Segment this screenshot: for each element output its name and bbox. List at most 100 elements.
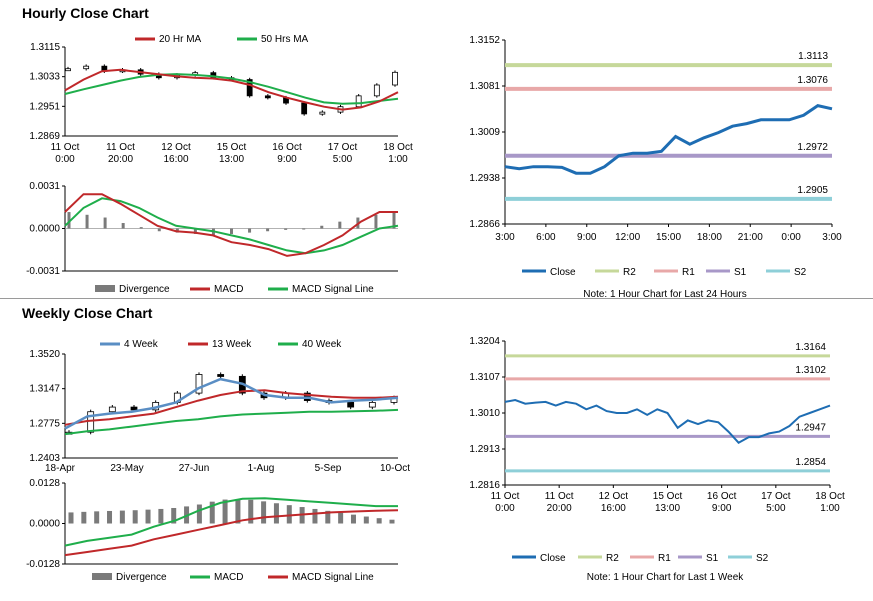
hourly-levels-x-tick-label: 0:00	[781, 232, 801, 243]
hourly-macd-divergence-bar	[85, 214, 89, 229]
hourly-price-x-tick-label: 0:00	[55, 154, 75, 165]
hourly-50hr-ma-line	[64, 73, 399, 105]
hourly-macd-divergence-bar	[338, 221, 342, 229]
weekly-macd-divergence-bar	[312, 508, 318, 524]
hourly-levels-y-tick-label: 1.3009	[469, 127, 500, 138]
hourly-price-x-tick-label: 11 Oct	[106, 142, 135, 153]
hourly-20hr-ma-line	[64, 68, 399, 111]
weekly-levels-level-r2-label: 1.3164	[795, 342, 826, 353]
section-divider	[0, 298, 873, 299]
legend-label: MACD Signal Line	[292, 572, 374, 583]
weekly-macd-divergence-bar	[325, 510, 331, 524]
weekly-macd-divergence-bar	[350, 514, 356, 524]
hourly-macd-divergence-bar	[193, 228, 197, 234]
weekly-levels-x-tick-label: 20:00	[547, 503, 572, 514]
weekly-macd-divergence-bar	[132, 510, 138, 524]
weekly-price-x-tick-label: 5-Sep	[315, 463, 342, 474]
legend-label: Divergence	[116, 572, 167, 583]
weekly-note: Note: 1 Hour Chart for Last 1 Week	[586, 572, 744, 583]
hourly-macd-divergence-bar	[121, 223, 125, 229]
hourly-levels-level-r1-label: 1.3076	[797, 75, 828, 86]
hourly-note: Note: 1 Hour Chart for Last 24 Hours	[583, 289, 747, 300]
legend-label: MACD	[214, 284, 243, 295]
hourly-levels-x-tick-label: 15:00	[656, 232, 681, 243]
hourly-levels-level-r2-label: 1.3113	[798, 51, 828, 62]
weekly-macd-divergence-bar	[158, 508, 164, 524]
weekly-levels-y-tick-label: 1.3107	[469, 372, 500, 383]
weekly-section-title: Weekly Close Chart	[22, 305, 153, 321]
hourly-price-x-tick-label: 13:00	[219, 154, 244, 165]
weekly-price-x-tick-label: 1-Aug	[248, 463, 275, 474]
weekly-macd-divergence-bar	[94, 511, 100, 524]
hourly-price-y-tick-label: 1.3033	[29, 72, 60, 83]
weekly-levels-x-tick-label: 12 Oct	[599, 491, 629, 502]
weekly-macd-divergence-bar	[68, 512, 74, 524]
legend-label: 13 Week	[212, 339, 252, 350]
hourly-macd-divergence-bar	[157, 228, 161, 232]
weekly-levels-level-r1-label: 1.3102	[795, 365, 826, 376]
hourly-price-x-tick-label: 16 Oct	[272, 142, 302, 153]
weekly-levels-x-tick-label: 0:00	[495, 503, 515, 514]
weekly-macd-line	[64, 497, 398, 547]
legend-label: Divergence	[119, 284, 170, 295]
weekly-levels-legend-label: R2	[606, 553, 619, 564]
weekly-macd-divergence-bar	[145, 509, 151, 524]
weekly-macd-divergence-bar	[338, 512, 344, 524]
weekly-levels-x-tick-label: 11 Oct	[545, 491, 574, 502]
weekly-levels-y-tick-label: 1.3010	[469, 408, 500, 419]
weekly-levels-x-tick-label: 13:00	[655, 503, 680, 514]
hourly-levels-x-tick-label: 3:00	[822, 232, 842, 243]
hourly-price-candle-body	[301, 102, 308, 115]
hourly-macd-y-tick-label: 0.0031	[29, 181, 60, 192]
hourly-price-candle-body	[246, 79, 253, 97]
hourly-macd-y-tick-label: 0.0000	[29, 224, 60, 235]
weekly-levels-x-tick-label: 18 Oct	[815, 491, 845, 502]
weekly-macd-signal-line	[64, 509, 399, 557]
weekly-levels-x-tick-label: 16:00	[601, 503, 626, 514]
weekly-macd-divergence-bar	[248, 499, 254, 524]
weekly-levels-x-tick-label: 16 Oct	[707, 491, 737, 502]
weekly-macd-divergence-bar	[119, 510, 125, 524]
weekly-macd-divergence-bar	[389, 519, 395, 524]
hourly-macd-divergence-bar	[284, 228, 288, 230]
weekly-levels-y-tick-label: 1.3204	[469, 336, 500, 347]
hourly-macd-signal-line	[64, 197, 399, 255]
weekly-price-y-tick-label: 1.2775	[29, 418, 60, 429]
weekly-macd-divergence-bar	[81, 511, 87, 524]
hourly-price-x-tick-label: 15 Oct	[217, 142, 247, 153]
weekly-macd-divergence-bar	[196, 504, 202, 524]
hourly-levels-y-tick-label: 1.3152	[469, 35, 500, 46]
hourly-levels-x-tick-label: 18:00	[697, 232, 722, 243]
weekly-macd-divergence-bar	[273, 503, 279, 524]
hourly-macd-divergence-bar	[392, 212, 396, 229]
hourly-price-y-tick-label: 1.3115	[30, 42, 60, 53]
weekly-macd-divergence-bar	[209, 501, 215, 524]
weekly-levels-x-tick-label: 17 Oct	[761, 491, 791, 502]
weekly-macd-divergence-bar	[222, 499, 228, 524]
hourly-macd-y-tick-label: -0.0031	[26, 266, 60, 277]
weekly-macd-divergence-bar	[376, 518, 382, 524]
hourly-price-candle-body	[319, 111, 326, 115]
weekly-levels-legend-label: R1	[658, 553, 671, 564]
hourly-levels-x-tick-label: 3:00	[495, 232, 515, 243]
hourly-levels-y-tick-label: 1.3081	[469, 81, 500, 92]
weekly-levels-level-s1-label: 1.2947	[795, 422, 826, 433]
weekly-levels-y-tick-label: 1.2816	[469, 480, 500, 491]
hourly-macd-chart: 0.0031 0.0000 -0.0031 Divergence MACD MACD Si…	[26, 181, 399, 295]
hourly-levels-legend-label: Close	[550, 267, 576, 278]
weekly-macd-divergence-bar	[363, 516, 369, 524]
hourly-macd-line	[64, 193, 398, 257]
weekly-levels-x-tick-label: 1:00	[820, 503, 840, 514]
weekly-price-x-tick-label: 27-Jun	[179, 463, 210, 474]
hourly-price-x-tick-label: 16:00	[163, 154, 188, 165]
weekly-macd-divergence-bar	[107, 510, 113, 524]
weekly-price-y-tick-label: 1.3147	[29, 384, 60, 395]
hourly-macd-divergence-bar	[103, 217, 107, 229]
hourly-price-candle-body	[355, 95, 362, 108]
hourly-macd-divergence-bar	[248, 228, 252, 233]
hourly-levels-legend-label: S2	[794, 267, 807, 278]
weekly-price-y-tick-label: 1.2403	[29, 453, 60, 464]
hourly-price-x-tick-label: 18 Oct	[383, 142, 413, 153]
legend-label: 4 Week	[124, 339, 159, 350]
hourly-macd-divergence-bar	[139, 227, 143, 229]
